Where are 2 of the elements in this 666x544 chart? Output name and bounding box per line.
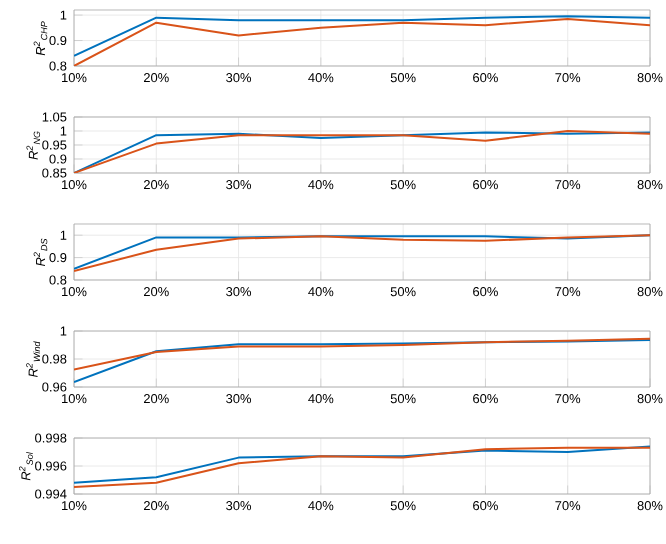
line-series	[74, 17, 650, 66]
line-series	[74, 337, 650, 371]
